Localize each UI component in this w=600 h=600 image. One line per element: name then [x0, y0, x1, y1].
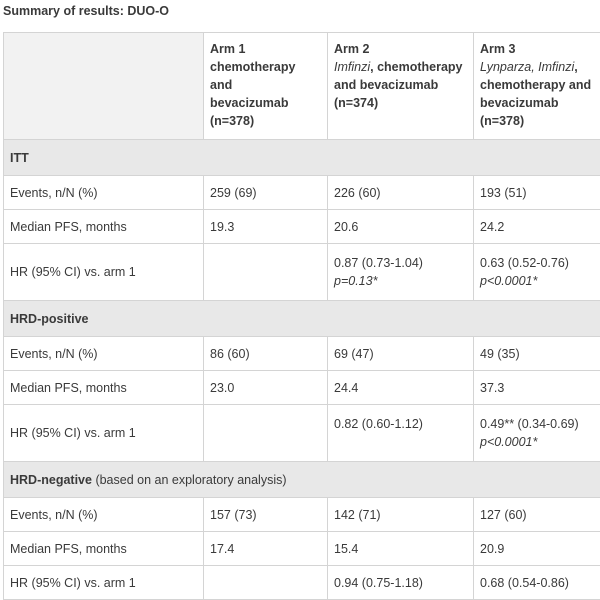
table-row: Events, n/N (%) 259 (69) 226 (60) 193 (5… [4, 176, 600, 210]
cell-arm2: 69 (47) [328, 337, 474, 371]
section-title: ITT [4, 140, 600, 176]
row-label: Median PFS, months [4, 532, 204, 566]
cell-arm2: 0.82 (0.60-1.12) [328, 405, 474, 462]
cell-arm1: 86 (60) [204, 337, 328, 371]
row-label: HR (95% CI) vs. arm 1 [4, 405, 204, 462]
arm1-line2: bevacizumab [210, 94, 321, 112]
cell-arm1 [204, 405, 328, 462]
cell-arm3: 193 (51) [474, 176, 600, 210]
header-arm3: Arm 3 Lynparza, Imfinzi, chemotherapy an… [474, 33, 600, 140]
row-label: Events, n/N (%) [4, 176, 204, 210]
header-empty-cell [4, 33, 204, 140]
cell-arm2: 0.94 (0.75-1.18) [328, 566, 474, 600]
arm1-label: Arm 1 [210, 40, 321, 58]
arm1-line3: (n=378) [210, 112, 321, 130]
arm2-line1: , chemotherapy [370, 60, 462, 74]
cell-arm2: 15.4 [328, 532, 474, 566]
cell-arm1: 259 (69) [204, 176, 328, 210]
section-title: HRD-negative [10, 473, 92, 487]
arm3-line0: , [574, 60, 577, 74]
cell-arm2: 142 (71) [328, 498, 474, 532]
table-row: HR (95% CI) vs. arm 1 0.82 (0.60-1.12) 0… [4, 405, 600, 462]
table-caption: Summary of results: DUO-O [3, 4, 169, 18]
header-arm1: Arm 1 chemotherapy and bevacizumab (n=37… [204, 33, 328, 140]
arm3-drug-names: Lynparza, Imfinzi [480, 60, 574, 74]
arm3-line1: chemotherapy and [480, 76, 600, 94]
p-value: p=0.13* [334, 272, 467, 290]
hr-value: 0.87 (0.73-1.04) [334, 254, 467, 272]
cell-arm3: 24.2 [474, 210, 600, 244]
section-row-hrd-positive: HRD-positive [4, 301, 600, 337]
arm2-line2: and bevacizumab [334, 76, 467, 94]
cell-arm1: 17.4 [204, 532, 328, 566]
cell-arm2: 226 (60) [328, 176, 474, 210]
section-title: HRD-positive [4, 301, 600, 337]
cell-arm1 [204, 566, 328, 600]
arm3-label: Arm 3 [480, 40, 600, 58]
cell-arm3: 37.3 [474, 371, 600, 405]
section-row-itt: ITT [4, 140, 600, 176]
cell-arm3: 0.63 (0.52-0.76) p<0.0001* [474, 244, 600, 301]
row-label: Events, n/N (%) [4, 337, 204, 371]
row-label: HR (95% CI) vs. arm 1 [4, 244, 204, 301]
header-arm2: Arm 2 Imfinzi, chemotherapy and bevacizu… [328, 33, 474, 140]
cell-arm3: 0.49** (0.34-0.69) p<0.0001* [474, 405, 600, 462]
cell-arm2: 20.6 [328, 210, 474, 244]
hr-value: 0.49** (0.34-0.69) [480, 415, 600, 433]
row-label: HR (95% CI) vs. arm 1 [4, 566, 204, 600]
cell-arm1: 157 (73) [204, 498, 328, 532]
table-header-row: Arm 1 chemotherapy and bevacizumab (n=37… [4, 33, 600, 140]
arm2-line3: (n=374) [334, 94, 467, 112]
cell-arm2: 24.4 [328, 371, 474, 405]
row-label: Events, n/N (%) [4, 498, 204, 532]
arm3-line2: bevacizumab [480, 94, 600, 112]
cell-arm3: 49 (35) [474, 337, 600, 371]
table-row: Median PFS, months 23.0 24.4 37.3 [4, 371, 600, 405]
table-row: Median PFS, months 17.4 15.4 20.9 [4, 532, 600, 566]
arm2-drug-name: Imfinzi [334, 60, 370, 74]
arm3-line3: (n=378) [480, 112, 600, 130]
arm2-label: Arm 2 [334, 40, 467, 58]
p-value: p<0.0001* [480, 272, 600, 290]
table-row: Events, n/N (%) 86 (60) 69 (47) 49 (35) [4, 337, 600, 371]
cell-arm1: 19.3 [204, 210, 328, 244]
section-title-cell: HRD-negative (based on an exploratory an… [4, 462, 600, 498]
cell-arm2: 0.87 (0.73-1.04) p=0.13* [328, 244, 474, 301]
p-value: p<0.0001* [480, 433, 600, 451]
row-label: Median PFS, months [4, 210, 204, 244]
table-row: Median PFS, months 19.3 20.6 24.2 [4, 210, 600, 244]
table-row: HR (95% CI) vs. arm 1 0.94 (0.75-1.18) 0… [4, 566, 600, 600]
hr-value: 0.63 (0.52-0.76) [480, 254, 600, 272]
section-title-note: (based on an exploratory analysis) [92, 473, 287, 487]
cell-arm1 [204, 244, 328, 301]
hr-value: 0.82 (0.60-1.12) [334, 415, 467, 433]
section-row-hrd-negative: HRD-negative (based on an exploratory an… [4, 462, 600, 498]
results-table: Arm 1 chemotherapy and bevacizumab (n=37… [3, 32, 600, 600]
table-row: Events, n/N (%) 157 (73) 142 (71) 127 (6… [4, 498, 600, 532]
table-row: HR (95% CI) vs. arm 1 0.87 (0.73-1.04) p… [4, 244, 600, 301]
cell-arm1: 23.0 [204, 371, 328, 405]
cell-arm3: 0.68 (0.54-0.86) [474, 566, 600, 600]
row-label: Median PFS, months [4, 371, 204, 405]
cell-arm3: 127 (60) [474, 498, 600, 532]
cell-arm3: 20.9 [474, 532, 600, 566]
arm1-line1: chemotherapy and [210, 58, 321, 94]
